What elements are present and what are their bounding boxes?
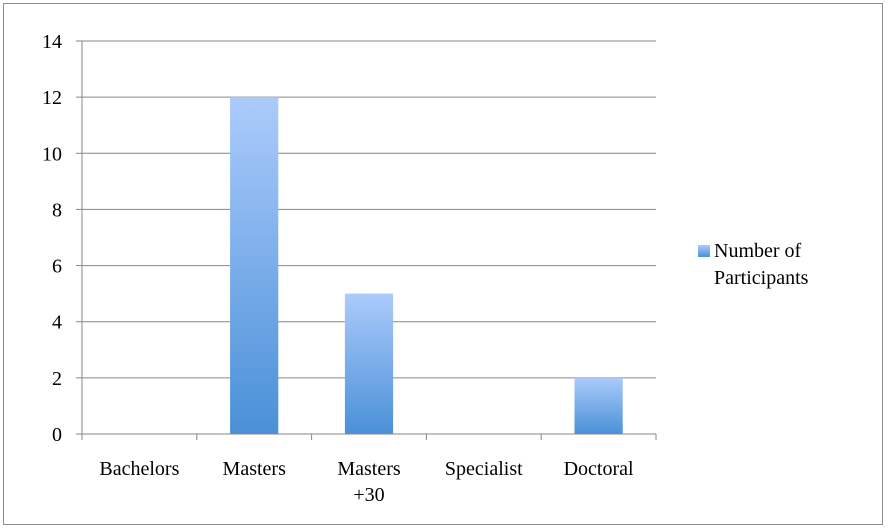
x-tick-label: Bachelors <box>99 458 179 480</box>
x-tick-label: Masters <box>223 458 287 480</box>
legend-swatch <box>698 245 710 257</box>
y-tick-labels: 0 2 4 6 8 10 12 14 <box>42 31 62 446</box>
bar <box>230 97 279 435</box>
gridlines <box>82 40 656 379</box>
y-tick-label: 4 <box>52 312 62 334</box>
y-tick-label: 8 <box>52 199 62 221</box>
y-tick-label: 10 <box>42 143 62 165</box>
bar-chart: 0 2 4 6 8 10 12 14 Bachelors Masters Masters +30 Sp… <box>42 31 809 506</box>
legend: Number of Participants <box>698 240 809 289</box>
y-tick-label: 0 <box>52 424 62 446</box>
y-tick-label: 2 <box>52 368 62 390</box>
y-tick-label: 14 <box>42 31 62 53</box>
x-tick-label: +30 <box>353 484 384 506</box>
chart-frame: 0 2 4 6 8 10 12 14 Bachelors Masters Masters +30 Sp… <box>3 3 883 525</box>
legend-label: Number of <box>714 240 802 262</box>
x-tick-label: Specialist <box>445 458 523 480</box>
x-tick-label: Masters <box>337 458 401 480</box>
legend-label: Participants <box>714 267 809 289</box>
x-tick-label: Doctoral <box>564 458 634 480</box>
axes <box>76 40 657 440</box>
y-tick-label: 6 <box>52 256 62 278</box>
bars <box>230 97 623 435</box>
bar <box>344 293 394 434</box>
bar <box>574 377 623 434</box>
x-tick-labels: Bachelors Masters Masters +30 Specialist Doct… <box>99 458 634 506</box>
y-tick-label: 12 <box>42 87 62 109</box>
